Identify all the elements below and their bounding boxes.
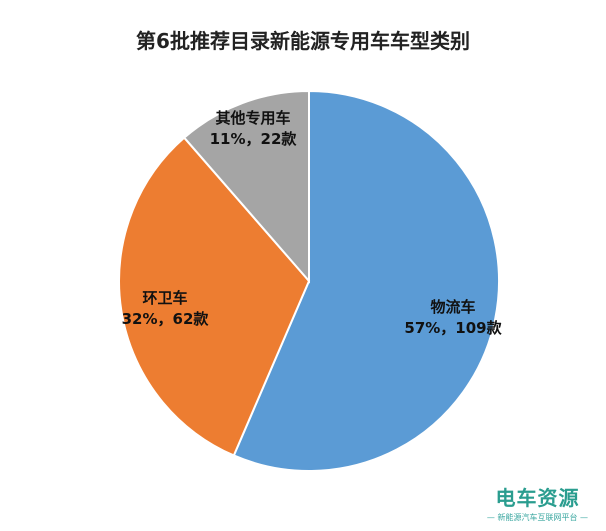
slice-category-label: 其他专用车 — [215, 109, 290, 127]
watermark-brand: 电车资源 — [495, 486, 580, 510]
pie-slice-2 — [118, 136, 311, 457]
slice-category-label: 环卫车 — [142, 289, 187, 307]
pie-labels: 物流车 57%，109款 环卫车 32%，62款 其他专用车 11%，22款 — [122, 109, 503, 337]
pie-slice-3 — [182, 89, 310, 284]
watermark-subtitle: — 新能源汽车互联网平台 — — [486, 513, 588, 522]
slice-value-label: 11%，22款 — [210, 130, 298, 148]
pie-slices — [118, 89, 501, 472]
slice-category-label: 物流车 — [430, 298, 475, 316]
slice-value-label: 32%，62款 — [122, 310, 210, 328]
slice-value-label: 57%，109款 — [404, 319, 502, 337]
watermark-logo: 电车资源 — 新能源汽车互联网平台 — — [487, 482, 588, 523]
pie-slice-1 — [232, 89, 501, 472]
chart-title: 第6批推荐目录新能源专用车车型类别 — [136, 29, 470, 53]
